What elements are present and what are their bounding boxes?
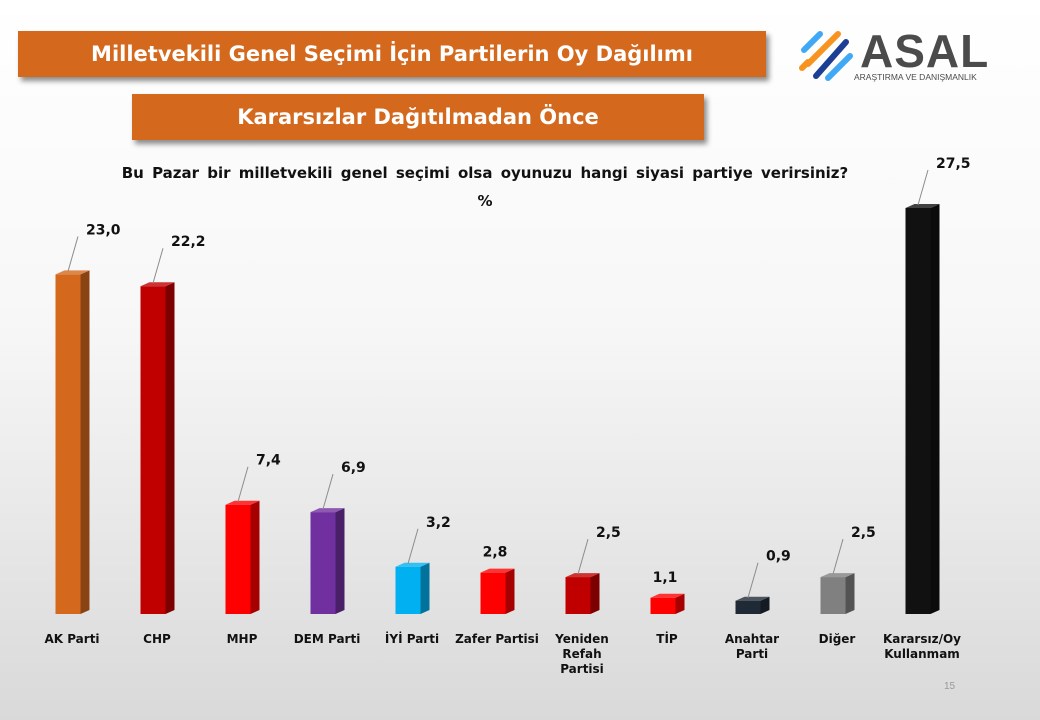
bar-top (55, 270, 90, 275)
asal-logo-mark-icon (799, 31, 853, 81)
category-label: Kararsız/Oy Kullanmam (883, 632, 961, 661)
leader-line (747, 562, 759, 598)
bar-ti-p (650, 597, 676, 614)
category-label: Zafer Partisi (455, 632, 539, 646)
page-subtitle: Kararsızlar Dağıtılmadan Önce (132, 94, 704, 140)
bar-i-yi-parti (395, 566, 421, 614)
leader-line (67, 236, 79, 272)
bar-zafer-partisi (480, 572, 506, 614)
bar-side (80, 270, 90, 614)
logo-stroke-3 (825, 53, 853, 81)
bar-side (505, 568, 515, 614)
page-number: 15 (944, 681, 956, 692)
bar-karars-z-oy-kullanmam (905, 208, 931, 614)
logo-tagline: ARAŞTIRMA VE DANIŞMANLIK (854, 72, 977, 82)
leader-line (322, 473, 334, 510)
category-label: MHP (227, 632, 258, 646)
survey-question: Bu Pazar bir milletvekili genel seçimi o… (121, 164, 849, 182)
bar-top (650, 593, 685, 598)
logo-stroke-2 (813, 39, 849, 79)
bar-top (480, 568, 515, 573)
bar-top (225, 500, 260, 505)
logo-stroke-0 (801, 31, 823, 53)
bar-side (420, 562, 430, 614)
data-label: 6,9 (341, 460, 366, 476)
bar-side (335, 508, 345, 614)
bar-chp (140, 286, 166, 614)
category-label: Anahtar Parti (725, 632, 779, 661)
asal-logo: ASAL ARAŞTIRMA VE DANIŞMANLIK (798, 25, 990, 86)
logo-stroke-4 (799, 59, 811, 71)
data-label: 0,9 (766, 549, 791, 565)
category-label: Diğer (819, 632, 856, 646)
data-label: 27,5 (936, 156, 971, 172)
data-label: 1,1 (653, 570, 678, 586)
data-label: 23,0 (86, 222, 121, 238)
bar-ak-parti (55, 274, 81, 614)
bar-side (930, 204, 940, 614)
logo-wordmark: ASAL (860, 25, 990, 77)
bar-top (310, 508, 345, 513)
bar-side (165, 282, 175, 614)
category-label: CHP (143, 632, 171, 646)
leader-line (237, 466, 249, 502)
data-label: 3,2 (426, 515, 451, 531)
category-label: AK Parti (44, 632, 99, 646)
leader-line (152, 248, 164, 284)
leader-line (407, 528, 419, 564)
bar-top (735, 596, 770, 601)
bar-anahtar-parti (735, 600, 761, 614)
bar-top (820, 573, 855, 578)
bar-side (590, 573, 600, 614)
data-label: 2,8 (483, 545, 508, 561)
data-label: 22,2 (171, 234, 206, 250)
data-label: 2,5 (851, 525, 876, 541)
bar-top (905, 204, 940, 208)
bar-top (140, 282, 175, 287)
category-label: İYİ Parti (385, 631, 439, 646)
bar-di-er (820, 577, 846, 614)
bar-top (565, 573, 600, 578)
logo-stroke-1 (805, 31, 841, 67)
unit-label: % (477, 192, 493, 210)
page-title: Milletvekili Genel Seçimi İçin Partileri… (18, 31, 766, 77)
bar-side (250, 500, 260, 614)
bar-side (760, 596, 770, 614)
bar-side (675, 593, 685, 614)
category-label: Yeniden Refah Partisi (554, 632, 609, 676)
leader-line (832, 538, 844, 575)
bar-yeniden-refah-partisi (565, 577, 591, 614)
data-label: 7,4 (256, 453, 281, 469)
bar-dem-parti (310, 512, 336, 614)
bar-side (845, 573, 855, 614)
bar-mhp (225, 504, 251, 614)
leader-line (577, 538, 589, 575)
category-label: TİP (656, 631, 678, 646)
leader-line (917, 169, 929, 206)
category-label: DEM Parti (294, 632, 361, 646)
data-label: 2,5 (596, 525, 621, 541)
bar-top (395, 562, 430, 567)
